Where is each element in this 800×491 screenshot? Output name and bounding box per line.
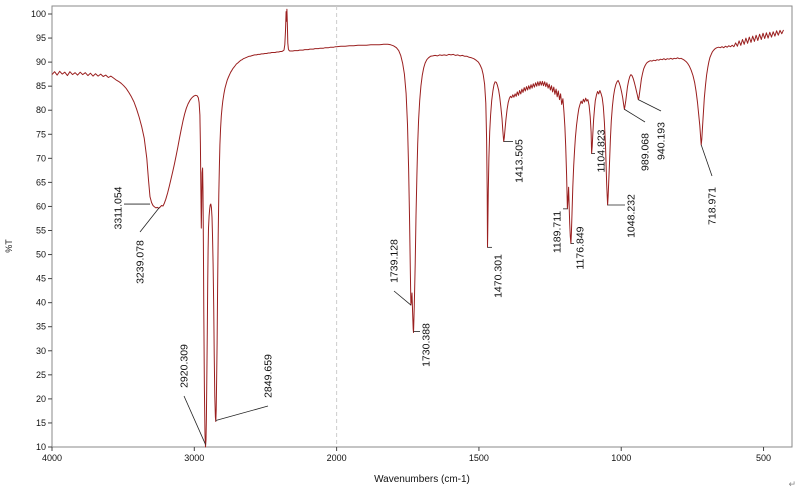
y-tick-label: 85	[36, 81, 46, 91]
peak-leader-line	[393, 290, 412, 306]
peak-label: 940.193	[656, 122, 668, 160]
peak-label: 1470.301	[493, 254, 505, 298]
peak-leader-line	[139, 207, 160, 233]
peak-label: 2920.309	[179, 344, 191, 388]
y-tick-label: 15	[36, 418, 46, 428]
y-tick-label: 10	[36, 442, 46, 452]
y-tick-label: 50	[36, 250, 46, 260]
peak-label: 2849.659	[263, 354, 275, 398]
x-tick-label: 500	[756, 453, 771, 463]
y-tick-label: 40	[36, 298, 46, 308]
corner-artifact: ↵	[788, 479, 796, 489]
peak-label: 718.971	[707, 187, 719, 225]
spectrum-trace	[51, 8, 784, 448]
x-axis-title: Wavenumbers (cm-1)	[374, 474, 470, 485]
peak-label: 1730.388	[421, 323, 433, 367]
y-tick-label: 80	[36, 105, 46, 115]
peak-label: 1413.505	[514, 139, 526, 183]
y-tick-label: 65	[36, 177, 46, 187]
plot-frame	[51, 5, 793, 448]
y-tick-label: 30	[36, 346, 46, 356]
y-tick-label: 35	[36, 322, 46, 332]
y-tick-label: 25	[36, 370, 46, 380]
y-tick-label: 20	[36, 394, 46, 404]
y-tick-label: 90	[36, 57, 46, 67]
peak-label: 1048.232	[626, 194, 638, 238]
peak-label: 3239.078	[135, 240, 147, 284]
y-tick-label: 45	[36, 274, 46, 284]
x-tick-label: 2000	[327, 453, 347, 463]
peak-label: 1176.849	[575, 226, 587, 269]
peak-leader-line	[183, 395, 206, 445]
peak-label: 3311.054	[113, 186, 125, 229]
y-tick-label: 100	[31, 9, 46, 19]
y-tick-label: 70	[36, 153, 46, 163]
peak-label: 1739.128	[389, 239, 401, 283]
peak-leader-line	[215, 405, 269, 421]
peak-label: 1189.711	[552, 211, 564, 253]
y-tick-label: 55	[36, 226, 46, 236]
y-axis-title: %T	[3, 238, 14, 253]
peak-leader-line	[638, 99, 662, 112]
x-tick-label: 1000	[611, 453, 631, 463]
x-tick-label: 3000	[184, 453, 204, 463]
peak-label: 1104.823	[596, 129, 608, 172]
x-tick-label: 1500	[469, 453, 489, 463]
y-tick-label: 95	[36, 33, 46, 43]
peak-leader-line	[624, 108, 646, 123]
y-tick-label: 60	[36, 201, 46, 211]
y-tick-label: 75	[36, 129, 46, 139]
peak-leader-line	[700, 144, 713, 177]
peak-label: 989.068	[640, 133, 652, 171]
x-tick-label: 4000	[42, 453, 62, 463]
